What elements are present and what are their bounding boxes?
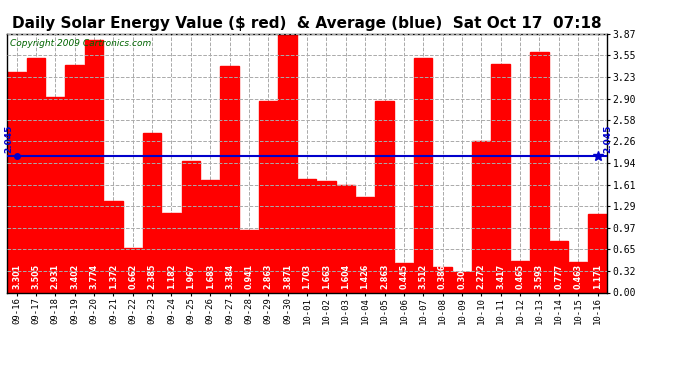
Bar <box>569 261 587 292</box>
Text: 3.402: 3.402 <box>70 264 79 289</box>
Text: 1.171: 1.171 <box>593 264 602 289</box>
Bar <box>104 201 123 292</box>
Bar <box>433 267 452 292</box>
Bar <box>85 40 104 292</box>
Bar <box>279 34 297 292</box>
Bar <box>298 178 316 292</box>
Bar <box>414 58 433 292</box>
Text: 3.871: 3.871 <box>283 264 292 289</box>
Text: 1.604: 1.604 <box>342 264 351 289</box>
Text: 0.302: 0.302 <box>457 264 466 289</box>
Text: 2.385: 2.385 <box>148 264 157 289</box>
Bar <box>491 64 510 292</box>
Bar <box>27 58 45 292</box>
Bar <box>472 141 491 292</box>
Text: 1.683: 1.683 <box>206 264 215 289</box>
Text: 0.445: 0.445 <box>400 264 408 289</box>
Text: 3.301: 3.301 <box>12 264 21 289</box>
Bar <box>201 180 219 292</box>
Text: 3.417: 3.417 <box>496 264 505 289</box>
Bar <box>550 240 568 292</box>
Bar <box>395 263 413 292</box>
Text: 2.045: 2.045 <box>604 125 613 153</box>
Bar <box>375 101 394 292</box>
Bar <box>589 214 607 292</box>
Bar <box>46 96 64 292</box>
Text: 2.931: 2.931 <box>51 264 60 289</box>
Bar <box>124 248 142 292</box>
Text: 3.505: 3.505 <box>32 264 41 289</box>
Text: 0.465: 0.465 <box>515 264 524 289</box>
Bar <box>356 197 375 292</box>
Text: 2.045: 2.045 <box>4 125 13 153</box>
Text: Copyright 2009 Cartronics.com: Copyright 2009 Cartronics.com <box>10 39 151 48</box>
Text: 1.372: 1.372 <box>109 264 118 289</box>
Bar <box>259 101 277 292</box>
Text: 3.774: 3.774 <box>90 264 99 289</box>
Bar <box>511 261 529 292</box>
Text: 3.512: 3.512 <box>419 264 428 289</box>
Bar <box>453 272 471 292</box>
Text: 1.703: 1.703 <box>302 264 312 289</box>
Text: 2.863: 2.863 <box>380 264 389 289</box>
Bar <box>181 161 200 292</box>
Bar <box>66 65 84 292</box>
Text: 2.863: 2.863 <box>264 264 273 289</box>
Text: 1.426: 1.426 <box>361 264 370 289</box>
Text: 2.272: 2.272 <box>477 264 486 289</box>
Bar <box>143 133 161 292</box>
Bar <box>337 185 355 292</box>
Title: Daily Solar Energy Value ($ red)  & Average (blue)  Sat Oct 17  07:18: Daily Solar Energy Value ($ red) & Avera… <box>12 16 602 31</box>
Text: 1.663: 1.663 <box>322 264 331 289</box>
Text: 1.182: 1.182 <box>167 264 176 289</box>
Bar <box>8 72 26 292</box>
Text: 0.662: 0.662 <box>128 264 137 289</box>
Bar <box>530 52 549 292</box>
Text: 0.941: 0.941 <box>244 264 253 289</box>
Text: 0.777: 0.777 <box>554 264 563 289</box>
Bar <box>239 230 258 292</box>
Text: 3.384: 3.384 <box>225 264 234 289</box>
Text: 0.463: 0.463 <box>573 264 582 289</box>
Bar <box>220 66 239 292</box>
Text: 1.967: 1.967 <box>186 264 195 289</box>
Text: 0.386: 0.386 <box>438 264 447 289</box>
Bar <box>162 213 181 292</box>
Bar <box>317 181 335 292</box>
Text: 3.593: 3.593 <box>535 264 544 289</box>
